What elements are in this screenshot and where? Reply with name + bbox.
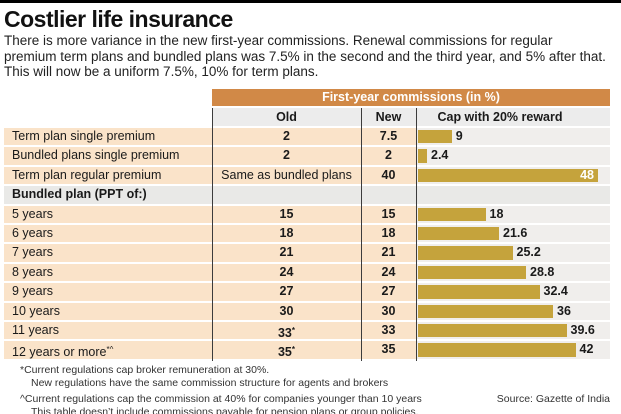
cap-bar — [418, 168, 598, 183]
footnote-1: *Current regulations cap broker remunera… — [20, 364, 270, 376]
bar-zone: 21.6 — [416, 224, 610, 243]
bar-zone: 25.2 — [416, 244, 610, 262]
new-value: 15 — [361, 205, 416, 223]
old-value: Same as bundled plans — [212, 166, 361, 185]
bar-zone: 39.6 — [416, 321, 610, 340]
section-row: Bundled plan (PPT of:) — [4, 186, 610, 204]
bar-zone: 48 — [416, 166, 610, 185]
table-body: Term plan single premium 2 7.5 9 Bundled pla… — [4, 128, 610, 359]
bar-value-label: 2.4 — [431, 148, 449, 163]
row-label: 9 years — [4, 283, 212, 301]
row-label: 10 years — [4, 302, 212, 320]
old-value: 27 — [212, 283, 361, 301]
old-value: 15 — [212, 205, 361, 223]
old-value: 2 — [212, 147, 361, 165]
cap-bar — [418, 226, 499, 241]
new-value: 30 — [361, 302, 416, 320]
footnotes: *Current regulations cap broker remunera… — [20, 364, 422, 414]
new-value: 18 — [361, 224, 416, 243]
row-label: 6 years — [4, 224, 212, 243]
cap-bar — [418, 285, 540, 299]
row-label: 11 years — [4, 321, 212, 340]
old-value: 2 — [212, 128, 361, 146]
footnote-3: ^Current regulations cap the commission … — [20, 393, 422, 405]
new-value: 21 — [361, 244, 416, 262]
cap-bar — [418, 304, 553, 318]
subtitle: There is more variance in the new first-… — [4, 33, 606, 79]
bar-value-label: 42 — [579, 342, 594, 357]
column-header-new: New — [375, 110, 402, 124]
bar-value-label: 28.8 — [530, 264, 555, 279]
bar-value-label: 48 — [580, 167, 594, 182]
bar-zone: 18 — [416, 205, 610, 223]
new-value: 7.5 — [361, 128, 416, 146]
table-row: Bundled plans single premium 2 2 2.4 — [4, 147, 610, 165]
cap-bar — [418, 149, 427, 163]
new-value: 33 — [361, 321, 416, 340]
row-label: 12 years or more*^ — [4, 341, 212, 359]
bar-value-label: 9 — [455, 129, 463, 143]
new-value: 35 — [361, 341, 416, 359]
old-value: 33* — [212, 321, 361, 340]
bar-value-label: 18 — [489, 206, 504, 221]
new-value: 27 — [361, 283, 416, 301]
section-label: Bundled plan (PPT of:) — [12, 187, 147, 202]
table-row: Term plan single premium 2 7.5 9 — [4, 128, 610, 146]
source-credit: Source: Gazette of India — [496, 393, 610, 405]
table-row: 7 years 21 21 25.2 — [4, 244, 610, 262]
table-header-band: First-year commissions (in %) — [212, 89, 610, 106]
bar-value-label: 36 — [557, 303, 571, 318]
new-value: 24 — [361, 263, 416, 282]
bar-zone: 9 — [416, 128, 610, 146]
new-value: 2 — [361, 147, 416, 165]
bar-zone: 36 — [416, 302, 610, 320]
table-row: 12 years or more*^ 35* 35 42 — [4, 341, 610, 359]
divider-old-new — [361, 108, 362, 361]
old-value: 35* — [212, 341, 361, 359]
divider-new-bars — [416, 108, 417, 361]
table-row: 11 years 33* 33 39.6 — [4, 321, 610, 340]
bar-zone: 42 — [416, 341, 610, 359]
bar-value-label: 39.6 — [570, 322, 595, 337]
top-rule — [0, 0, 621, 3]
bar-value-label: 21.6 — [503, 225, 528, 240]
old-value: 30 — [212, 302, 361, 320]
table-row: 9 years 27 27 32.4 — [4, 283, 610, 301]
row-label: 8 years — [4, 263, 212, 282]
row-label: 7 years — [4, 244, 212, 262]
row-label: Term plan regular premium — [4, 166, 212, 185]
commissions-table: First-year commissions (in %) Old New Ca… — [4, 89, 610, 361]
column-header-cap: Cap with 20% reward — [437, 110, 563, 124]
cap-bar — [418, 343, 576, 357]
row-label: Bundled plans single premium — [4, 147, 212, 165]
bar-value-label: 25.2 — [516, 245, 541, 260]
table-row: 10 years 30 30 36 — [4, 302, 610, 320]
bar-zone: 32.4 — [416, 283, 610, 301]
row-label: 5 years — [4, 205, 212, 223]
old-value: 21 — [212, 244, 361, 262]
cap-bar — [418, 246, 513, 260]
column-headers: Old New Cap with 20% reward — [212, 108, 610, 126]
old-value: 24 — [212, 263, 361, 282]
cap-bar — [418, 323, 567, 338]
cap-bar — [418, 265, 526, 280]
cap-bar — [418, 207, 486, 221]
footnote-4: This table doesn’t include commissions p… — [31, 405, 419, 414]
bar-zone: 2.4 — [416, 147, 610, 165]
new-value: 40 — [361, 166, 416, 185]
table-row: Term plan regular premium Same as bundled… — [4, 166, 610, 185]
cap-bar — [418, 130, 452, 144]
column-header-old: Old — [276, 110, 297, 124]
bar-zone: 28.8 — [416, 263, 610, 282]
page-title: Costlier life insurance — [4, 6, 233, 32]
table-row: 5 years 15 15 18 — [4, 205, 610, 223]
old-value: 18 — [212, 224, 361, 243]
bar-value-label: 32.4 — [543, 284, 568, 299]
row-label: Term plan single premium — [4, 128, 212, 146]
divider-label-old — [212, 108, 213, 361]
table-row: 8 years 24 24 28.8 — [4, 263, 610, 282]
table-row: 6 years 18 18 21.6 — [4, 224, 610, 243]
footnote-2: New regulations have the same commission… — [31, 376, 389, 389]
